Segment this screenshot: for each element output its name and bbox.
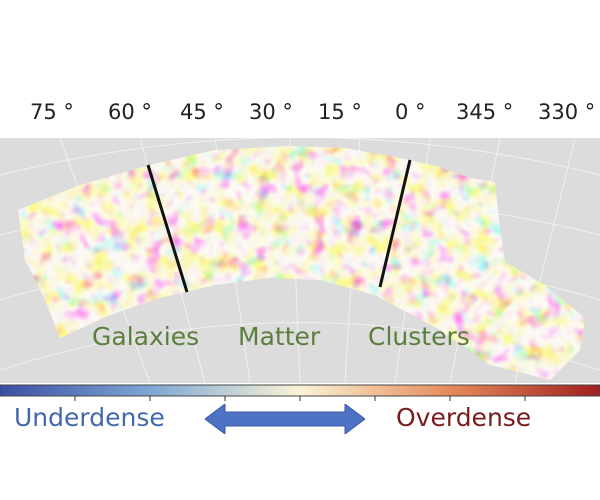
overdense-label: Overdense <box>396 403 532 432</box>
ra-label: 60 ° <box>108 100 152 124</box>
divider-line-right <box>378 159 412 288</box>
ra-label: 0 ° <box>395 100 426 124</box>
ra-label: 345 ° <box>456 100 514 124</box>
ra-axis-labels: 75 ° 60 ° 45 ° 30 ° 15 ° 0 ° 345 ° 330 ° <box>0 100 600 134</box>
region-label-matter: Matter <box>238 322 321 351</box>
ra-label: 30 ° <box>249 100 293 124</box>
ra-label: 45 ° <box>180 100 224 124</box>
divider-line-left <box>146 164 189 293</box>
underdense-label: Underdense <box>14 403 165 432</box>
density-map: Galaxies Matter Clusters <box>0 138 600 383</box>
ra-label: 75 ° <box>30 100 74 124</box>
double-arrow-icon <box>204 403 366 438</box>
region-label-clusters: Clusters <box>368 322 470 351</box>
region-label-galaxies: Galaxies <box>92 322 199 351</box>
colorbar <box>0 380 600 410</box>
ra-label: 330 ° <box>538 100 596 124</box>
ra-label: 15 ° <box>318 100 362 124</box>
